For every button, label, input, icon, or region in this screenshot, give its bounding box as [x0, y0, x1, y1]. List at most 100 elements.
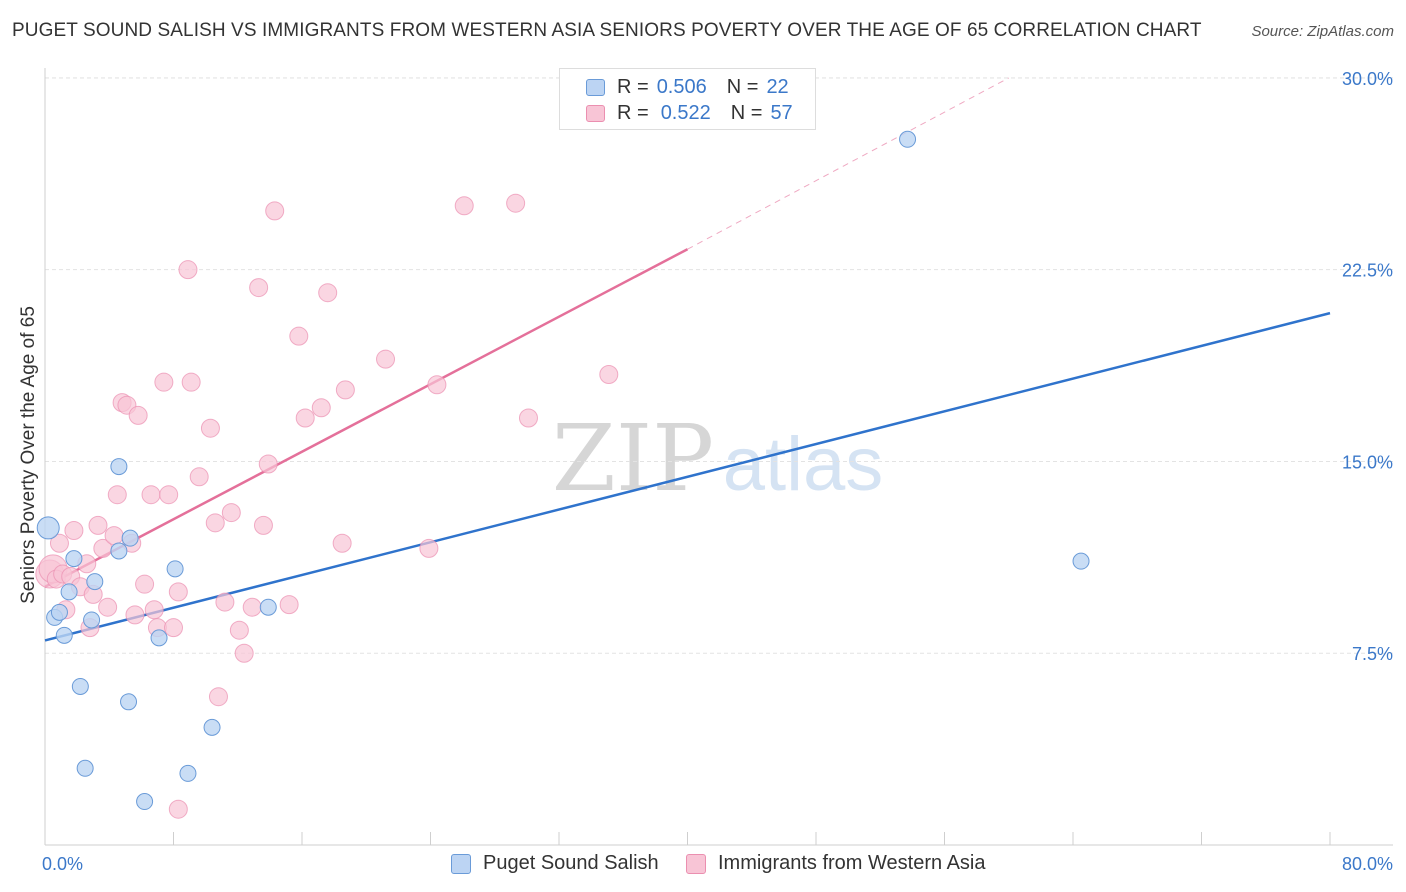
data-point-immigrants-western-asia	[221, 503, 241, 523]
data-point-immigrants-western-asia	[419, 538, 439, 558]
legend-n-value: 22	[766, 75, 789, 98]
source-credit: Source: ZipAtlas.com	[1251, 23, 1394, 40]
data-point-immigrants-western-asia	[234, 643, 254, 663]
data-point-immigrants-western-asia	[64, 520, 84, 540]
data-point-puget-sound-salish	[36, 516, 60, 540]
trend-line-immigrants-western-asia	[44, 248, 689, 588]
correlation-legend: R = 0.506 N = 22 R = 0.522 N = 57	[559, 68, 816, 130]
data-point-immigrants-western-asia	[279, 595, 299, 615]
legend-r-label: R =	[617, 75, 649, 98]
y-tick-label: 7.5%	[1352, 644, 1393, 664]
data-point-immigrants-western-asia	[229, 620, 249, 640]
watermark: ZIP atlas	[552, 405, 883, 512]
data-point-puget-sound-salish	[259, 598, 277, 616]
data-point-immigrants-western-asia	[98, 597, 118, 617]
legend-swatch-blue	[451, 853, 471, 874]
trend-lines	[44, 77, 1331, 642]
legend-row-immigrants-western-asia: R = 0.522 N = 57	[586, 101, 793, 125]
grid-lines	[45, 77, 1393, 654]
data-point-immigrants-western-asia	[141, 485, 161, 505]
legend-swatch-pink	[586, 104, 605, 122]
data-point-immigrants-western-asia	[215, 592, 235, 612]
data-point-puget-sound-salish	[1072, 552, 1090, 570]
data-point-puget-sound-salish	[110, 542, 128, 560]
legend-item-immigrants-western-asia[interactable]: Immigrants from Western Asia	[686, 852, 985, 875]
legend-n-value: 57	[770, 101, 793, 124]
legend-swatch-pink	[686, 853, 706, 874]
data-point-immigrants-western-asia	[168, 582, 188, 602]
y-tick-label: 22.5%	[1342, 261, 1393, 281]
data-point-puget-sound-salish	[71, 677, 89, 695]
y-tick-label: 30.0%	[1342, 69, 1393, 89]
legend-series1-label: Puget Sound Salish	[483, 852, 659, 874]
series-legend: Puget Sound Salish Immigrants from Weste…	[0, 852, 1406, 878]
watermark-zip: ZIP	[552, 405, 714, 512]
legend-n-label: N =	[726, 75, 759, 98]
data-point-immigrants-western-asia	[104, 526, 124, 546]
data-point-puget-sound-salish	[121, 529, 139, 547]
data-point-immigrants-western-asia	[518, 408, 538, 428]
data-point-puget-sound-salish	[65, 550, 83, 568]
legend-item-puget-sound-salish[interactable]: Puget Sound Salish	[451, 852, 659, 875]
data-point-puget-sound-salish	[50, 603, 68, 621]
data-point-immigrants-western-asia	[332, 533, 352, 553]
axes	[44, 68, 1393, 846]
legend-row-puget-sound-salish: R = 0.506 N = 22	[586, 75, 789, 99]
y-tick-label: 15.0%	[1342, 452, 1393, 472]
data-point-immigrants-western-asia	[178, 260, 198, 280]
trend-line-extension	[687, 77, 1009, 250]
data-point-immigrants-western-asia	[249, 278, 269, 298]
data-points	[35, 130, 1090, 819]
legend-series2-label: Immigrants from Western Asia	[718, 852, 986, 874]
data-point-immigrants-western-asia	[265, 201, 285, 221]
data-point-immigrants-western-asia	[164, 618, 183, 638]
data-point-immigrants-western-asia	[427, 375, 447, 395]
data-point-immigrants-western-asia	[506, 193, 526, 213]
data-point-immigrants-western-asia	[376, 349, 396, 369]
data-point-puget-sound-salish	[899, 130, 917, 148]
data-point-immigrants-western-asia	[258, 454, 278, 474]
data-point-puget-sound-salish	[83, 611, 101, 629]
data-point-immigrants-western-asia	[181, 372, 201, 392]
data-point-immigrants-western-asia	[144, 600, 164, 620]
data-point-immigrants-western-asia	[107, 485, 127, 505]
data-point-immigrants-western-asia	[208, 687, 228, 707]
legend-r-value: 0.506	[656, 75, 707, 98]
data-point-immigrants-western-asia	[311, 398, 331, 418]
data-point-immigrants-western-asia	[335, 380, 355, 400]
data-point-immigrants-western-asia	[159, 485, 179, 505]
legend-swatch-blue	[586, 78, 605, 96]
chart-title: PUGET SOUND SALISH VS IMMIGRANTS FROM WE…	[12, 20, 1202, 41]
legend-n-label: N =	[730, 101, 763, 124]
data-point-immigrants-western-asia	[88, 515, 108, 535]
legend-r-value: 0.522	[660, 101, 711, 124]
data-point-puget-sound-salish	[150, 629, 168, 647]
data-point-puget-sound-salish	[120, 693, 138, 711]
data-point-puget-sound-salish	[166, 560, 184, 578]
data-point-immigrants-western-asia	[168, 799, 188, 819]
data-point-immigrants-western-asia	[135, 574, 155, 594]
data-point-immigrants-western-asia	[242, 597, 262, 617]
data-point-immigrants-western-asia	[125, 605, 145, 625]
data-point-immigrants-western-asia	[599, 365, 619, 385]
data-point-immigrants-western-asia	[295, 408, 315, 428]
trend-line-puget-sound-salish	[44, 311, 1331, 642]
data-point-immigrants-western-asia	[318, 283, 338, 303]
data-point-immigrants-western-asia	[154, 372, 174, 392]
data-point-immigrants-western-asia	[189, 467, 209, 487]
data-point-immigrants-western-asia	[253, 515, 273, 535]
data-point-immigrants-western-asia	[128, 405, 148, 425]
data-point-immigrants-western-asia	[49, 533, 69, 553]
data-point-puget-sound-salish	[179, 764, 197, 782]
data-point-immigrants-western-asia	[289, 326, 309, 346]
data-point-puget-sound-salish	[136, 793, 154, 811]
data-point-puget-sound-salish	[203, 718, 221, 736]
data-point-puget-sound-salish	[76, 759, 94, 777]
data-point-puget-sound-salish	[86, 573, 104, 591]
data-point-puget-sound-salish	[55, 626, 73, 644]
data-point-immigrants-western-asia	[205, 513, 225, 533]
watermark-atlas: atlas	[723, 422, 884, 507]
tick-labels: 7.5% 15.0% 22.5% 30.0% 0.0% 80.0%	[42, 69, 1393, 874]
legend-r-label: R =	[617, 101, 649, 124]
